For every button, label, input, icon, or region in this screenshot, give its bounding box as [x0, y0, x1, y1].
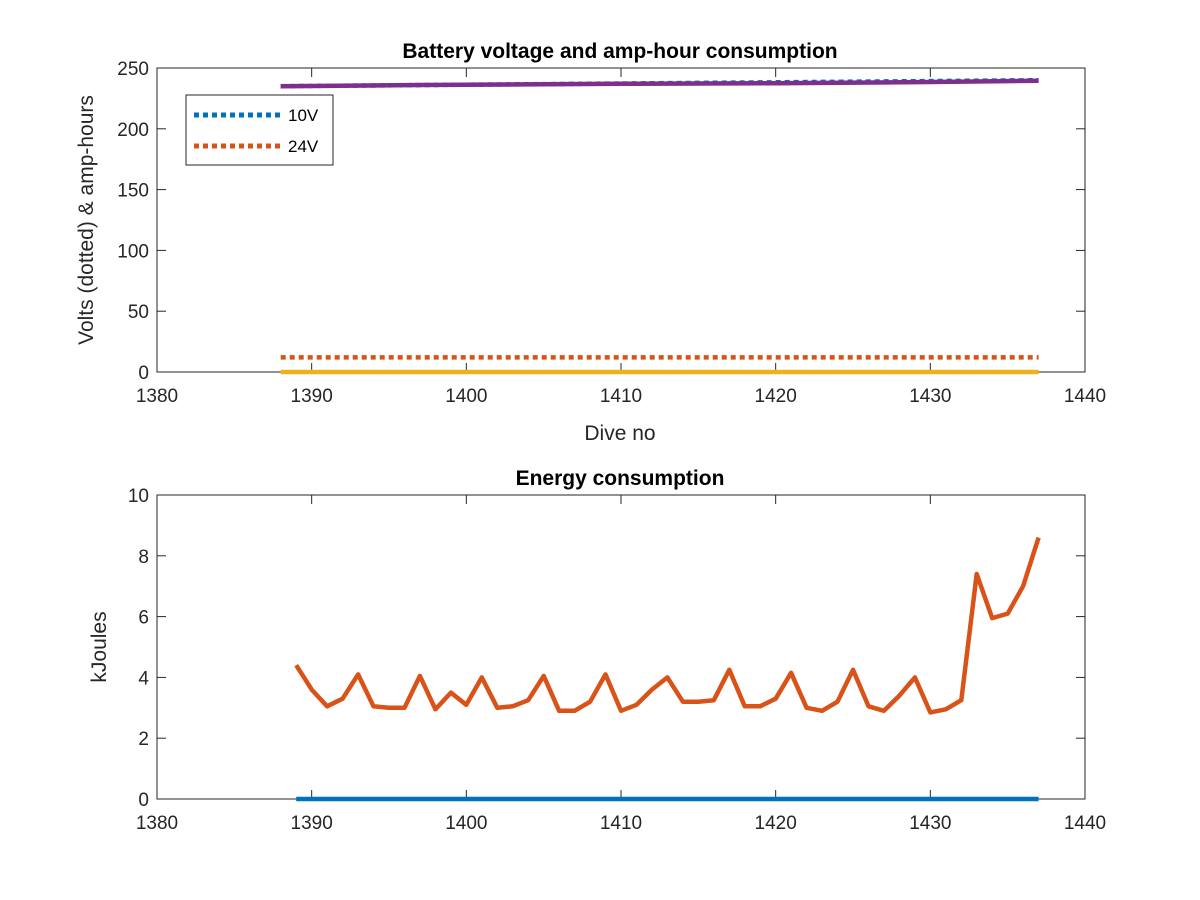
- voltage-chart-legend: 10V 24V: [185, 94, 334, 166]
- x-tick-label: 1420: [755, 813, 797, 834]
- voltage-chart-series: [280, 77, 1039, 375]
- x-tick-label: 1440: [1064, 813, 1106, 834]
- x-tick-label: 1410: [600, 386, 642, 407]
- energy-chart-series: [294, 536, 1041, 802]
- legend-label-10v: 10V: [288, 106, 319, 125]
- y-tick-label: 4: [138, 668, 149, 689]
- x-tick-label: 1410: [600, 813, 642, 834]
- voltage-chart-ticks: 1380 1390 1400 1410 1420 1430 1440 0 50 100 150 200…: [117, 59, 1106, 407]
- y-tick-label: 100: [117, 241, 149, 262]
- y-tick-label: 200: [117, 120, 149, 141]
- y-tick-label: 6: [138, 608, 149, 629]
- legend-label-24v: 24V: [288, 137, 319, 156]
- energy-chart: Energy consumption 1380 1390 1400 1410 1420 1…: [88, 467, 1106, 834]
- y-tick-label: 10: [128, 486, 149, 507]
- energy-chart-axes-box: [156, 494, 1086, 800]
- x-tick-label: 1430: [909, 813, 951, 834]
- x-tick-label: 1400: [445, 813, 487, 834]
- voltage-chart: Battery voltage and amp-hour consumption…: [75, 40, 1106, 445]
- x-tick-label: 1400: [445, 386, 487, 407]
- voltage-chart-title: Battery voltage and amp-hour consumption: [402, 40, 837, 63]
- x-tick-label: 1390: [291, 386, 333, 407]
- series-1-line: [294, 536, 1041, 715]
- x-tick-label: 1380: [136, 813, 178, 834]
- legend-box: [185, 94, 334, 166]
- energy-chart-ticks: 1380 1390 1400 1410 1420 1430 1440 0 2 4 6 8 10: [128, 486, 1106, 834]
- y-tick-label: 150: [117, 181, 149, 202]
- voltage-chart-xlabel: Dive no: [584, 422, 655, 445]
- y-tick-label: 2: [138, 729, 149, 750]
- y-tick-label: 50: [128, 302, 149, 323]
- x-tick-label: 1380: [136, 386, 178, 407]
- x-tick-label: 1420: [755, 386, 797, 407]
- voltage-chart-ylabel: Volts (dotted) & amp-hours: [75, 95, 98, 345]
- energy-chart-ylabel: kJoules: [88, 611, 111, 682]
- series-3-line: [280, 78, 1039, 89]
- x-tick-label: 1430: [909, 386, 951, 407]
- y-tick-label: 250: [117, 59, 149, 80]
- energy-chart-title: Energy consumption: [516, 467, 725, 490]
- y-tick-label: 8: [138, 547, 149, 568]
- y-tick-label: 0: [138, 790, 149, 811]
- x-tick-label: 1440: [1064, 386, 1106, 407]
- x-tick-label: 1390: [291, 813, 333, 834]
- y-tick-label: 0: [138, 363, 149, 384]
